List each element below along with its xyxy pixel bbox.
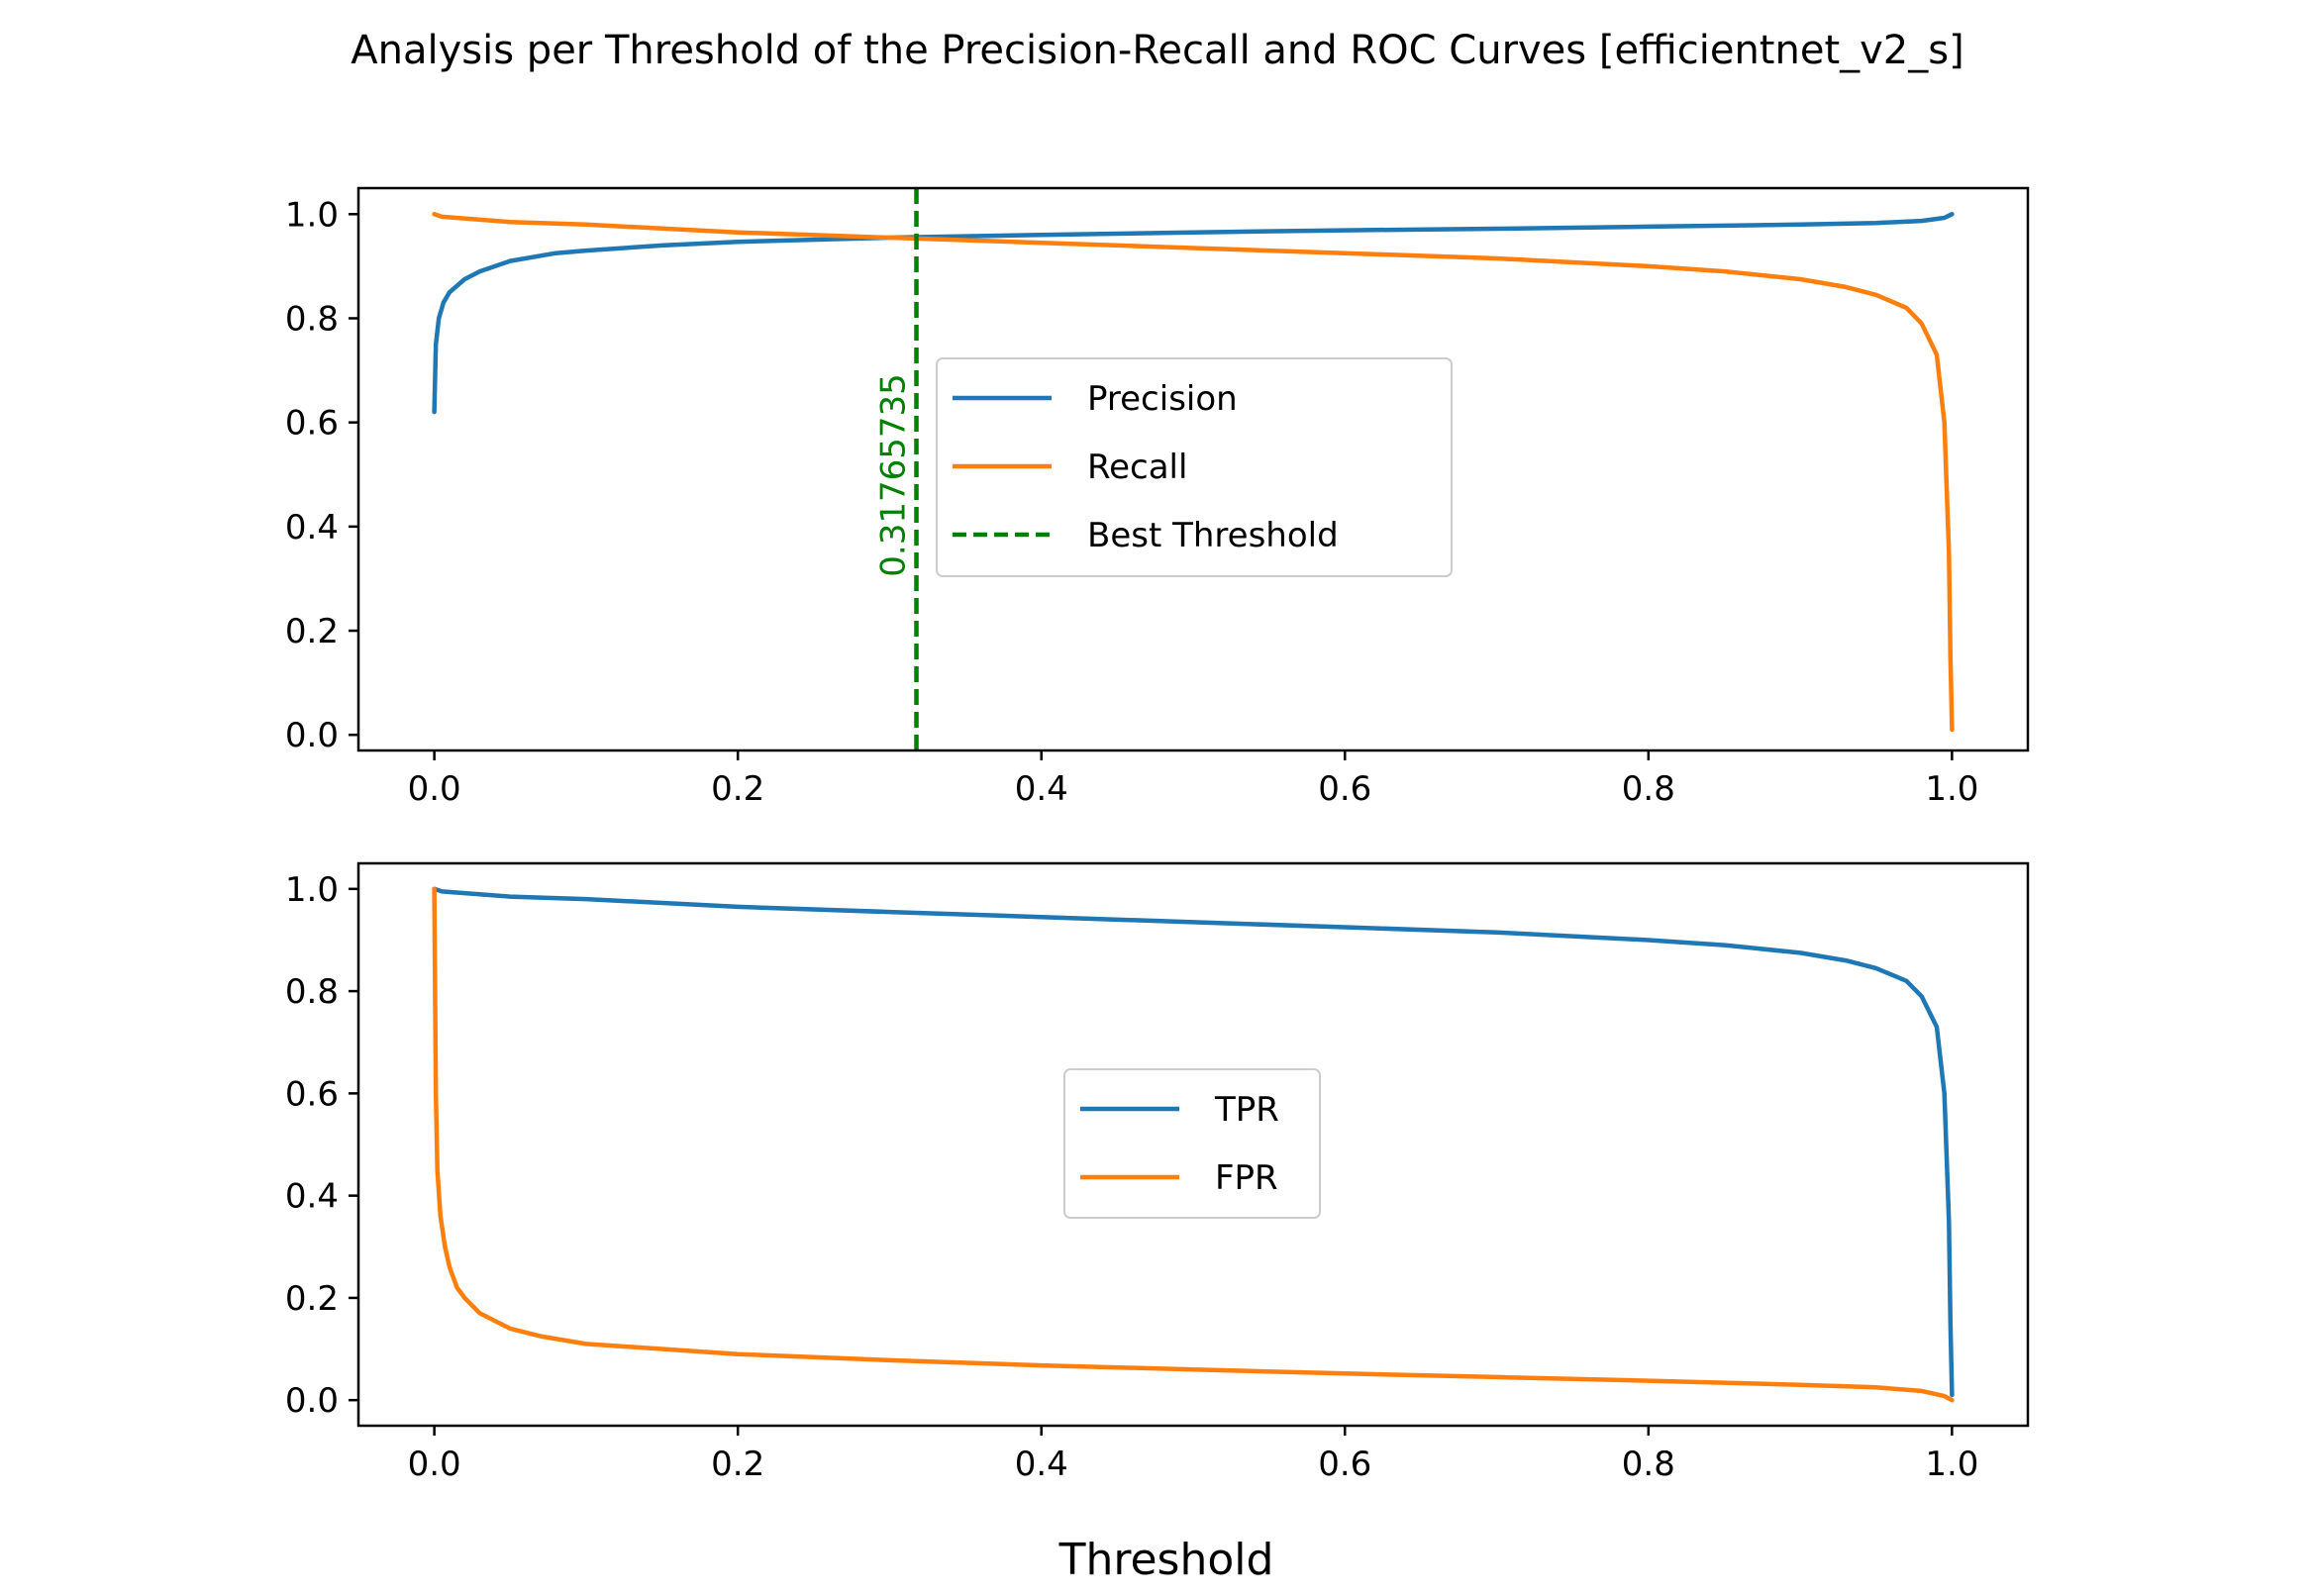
x-tick-label: 0.0 <box>408 1445 461 1484</box>
y-tick-label: 0.6 <box>285 1074 339 1114</box>
roc-plot-area <box>432 886 1955 1403</box>
y-tick-label: 0.4 <box>285 1177 339 1217</box>
y-tick-label: 1.0 <box>285 870 339 910</box>
x-tick-label: 0.8 <box>1622 1445 1675 1484</box>
x-tick-label: 0.0 <box>408 769 461 809</box>
precision-recall-frame <box>356 186 2030 752</box>
y-tick-label: 0.8 <box>285 299 339 339</box>
y-tick-label: 0.6 <box>285 404 339 444</box>
precision-recall-ticks: 0.0 0.2 0.4 0.6 0.8 1.0 0.0 0.2 0.4 0.6 0.8 1.0 <box>285 195 1978 809</box>
y-tick-label: 0.2 <box>285 1279 339 1319</box>
x-tick-label: 0.6 <box>1318 1445 1371 1484</box>
x-tick-label: 0.2 <box>711 1445 764 1484</box>
roc-axes: 0.0 0.2 0.4 0.6 0.8 1.0 0.0 0.2 0.4 0.6 0.8 1.0 TPR… <box>285 861 2030 1484</box>
precision-recall-legend: Precision Recall Best Threshold <box>936 357 1453 577</box>
precision-recall-axes: 0.31765735 0.0 0.2 0.4 0.6 0.8 1.00.00.20.40.… <box>285 186 2030 809</box>
x-axis-label: Threshold <box>1058 1535 1274 1585</box>
roc-legend: TPR FPR <box>1063 1068 1321 1219</box>
legend-box <box>1063 1068 1321 1219</box>
roc-ticks: 0.0 0.2 0.4 0.6 0.8 1.0 0.0 0.2 0.4 0.6 0.8 1.0 <box>285 870 1978 1484</box>
legend-box <box>936 357 1453 577</box>
series-line-recall <box>432 212 1955 733</box>
y-tick-label: 1.0 <box>285 195 339 235</box>
x-tick-label: 0.8 <box>1622 769 1675 809</box>
roc-frame <box>356 861 2030 1428</box>
series-line-precision <box>432 212 1955 415</box>
legend-label-fpr: FPR <box>1215 1158 1278 1198</box>
x-tick-label: 0.4 <box>1015 769 1068 809</box>
legend-label-tpr: TPR <box>1214 1090 1279 1130</box>
y-tick-label: 0.8 <box>285 972 339 1012</box>
x-tick-label: 0.4 <box>1015 1445 1068 1484</box>
y-tick-label: 0.2 <box>285 612 339 651</box>
x-tick-label: 1.0 <box>1925 769 1978 809</box>
chart-title: Analysis per Threshold of the Precision-… <box>351 28 1963 73</box>
x-tick-label: 1.0 <box>1925 1445 1978 1484</box>
legend-label-recall: Recall <box>1087 448 1187 487</box>
x-tick-label: 0.6 <box>1318 769 1371 809</box>
legend-label-best-threshold: Best Threshold <box>1087 516 1339 555</box>
series-line-fpr <box>432 886 1955 1403</box>
best-threshold-value-label: 0.31765735 <box>874 373 914 577</box>
y-tick-label: 0.0 <box>285 716 339 755</box>
x-tick-label: 0.2 <box>711 769 764 809</box>
series-line-tpr <box>432 886 1955 1398</box>
y-tick-label: 0.0 <box>285 1381 339 1421</box>
legend-label-precision: Precision <box>1087 379 1238 419</box>
precision-recall-plot-area: 0.31765735 <box>432 188 1955 750</box>
y-tick-label: 0.4 <box>285 508 339 548</box>
